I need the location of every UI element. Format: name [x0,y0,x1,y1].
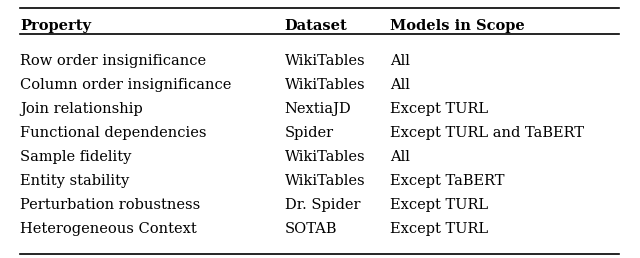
Text: All: All [390,54,410,68]
Text: Except TaBERT: Except TaBERT [390,174,504,188]
Text: Dataset: Dataset [285,19,348,33]
Text: Except TURL: Except TURL [390,222,488,236]
Text: Dr. Spider: Dr. Spider [285,198,360,212]
Text: Functional dependencies: Functional dependencies [20,126,207,140]
Text: Column order insignificance: Column order insignificance [20,78,232,92]
Text: Entity stability: Entity stability [20,174,130,188]
Text: Property: Property [20,19,92,33]
Text: Perturbation robustness: Perturbation robustness [20,198,201,212]
Text: Except TURL and TaBERT: Except TURL and TaBERT [390,126,584,140]
Text: All: All [390,78,410,92]
Text: Join relationship: Join relationship [20,102,143,116]
Text: Row order insignificance: Row order insignificance [20,54,207,68]
Text: WikiTables: WikiTables [285,150,365,164]
Text: Spider: Spider [285,126,334,140]
Text: WikiTables: WikiTables [285,174,365,188]
Text: WikiTables: WikiTables [285,78,365,92]
Text: Heterogeneous Context: Heterogeneous Context [20,222,197,236]
Text: Except TURL: Except TURL [390,198,488,212]
Text: Models in Scope: Models in Scope [390,19,525,33]
Text: NextiaJD: NextiaJD [285,102,351,116]
Text: WikiTables: WikiTables [285,54,365,68]
Text: Sample fidelity: Sample fidelity [20,150,132,164]
Text: Except TURL: Except TURL [390,102,488,116]
Text: All: All [390,150,410,164]
Text: SOTAB: SOTAB [285,222,337,236]
